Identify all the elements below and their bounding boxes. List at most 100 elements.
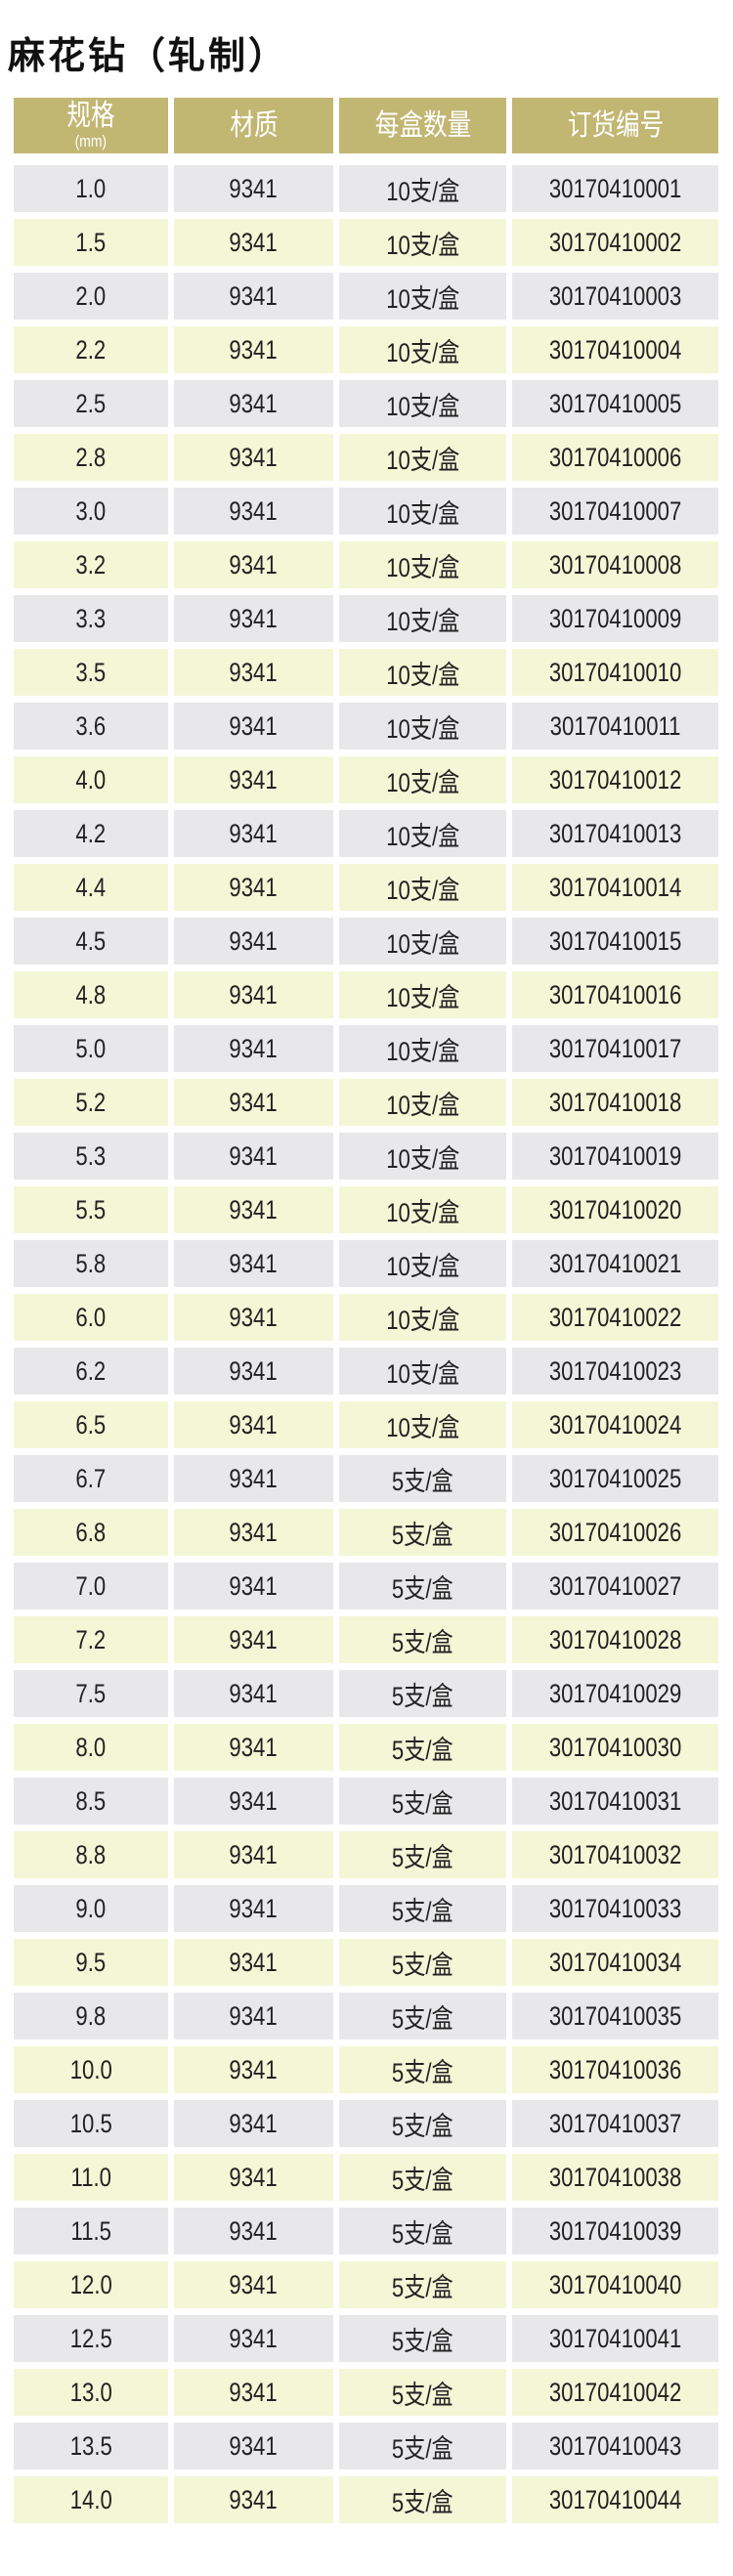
cell-quantity: 5支/盒 [339, 2100, 506, 2147]
cell-order-number: 30170410029 [512, 1670, 718, 1717]
table-row: 9.0 9341 5支/盒 30170410033 [14, 1885, 719, 1932]
header-material: 材质 [174, 98, 333, 153]
cell-order-number: 30170410010 [512, 649, 718, 696]
cell-material: 9341 [174, 1939, 333, 1986]
cell-material: 9341 [174, 703, 333, 750]
header-quantity: 每盒数量 [339, 98, 506, 153]
cell-material: 9341 [174, 810, 333, 857]
table-row: 4.5 9341 10支/盒 30170410015 [14, 918, 719, 965]
cell-quantity: 10支/盒 [339, 756, 506, 803]
cell-material: 9341 [174, 1724, 333, 1771]
cell-quantity: 10支/盒 [339, 1240, 506, 1287]
cell-material: 9341 [174, 1509, 333, 1556]
table-row: 7.0 9341 5支/盒 30170410027 [14, 1563, 719, 1610]
cell-spec: 7.5 [14, 1670, 168, 1717]
cell-spec: 9.5 [14, 1939, 168, 1986]
cell-quantity: 10支/盒 [339, 595, 506, 642]
cell-spec: 12.0 [14, 2261, 168, 2308]
table-row: 13.5 9341 5支/盒 30170410043 [14, 2423, 719, 2469]
cell-spec: 6.8 [14, 1509, 168, 1556]
cell-spec: 3.6 [14, 703, 168, 750]
table-row: 6.7 9341 5支/盒 30170410025 [14, 1455, 719, 1502]
cell-quantity: 10支/盒 [339, 1186, 506, 1233]
cell-spec: 9.8 [14, 1993, 168, 2039]
table-row: 9.8 9341 5支/盒 30170410035 [14, 1993, 719, 2039]
cell-order-number: 30170410022 [512, 1294, 718, 1341]
cell-spec: 4.0 [14, 756, 168, 803]
cell-spec: 10.0 [14, 2046, 168, 2093]
cell-order-number: 30170410041 [512, 2315, 718, 2362]
cell-spec: 8.0 [14, 1724, 168, 1771]
cell-spec: 6.5 [14, 1401, 168, 1448]
cell-spec: 3.0 [14, 488, 168, 535]
table-row: 5.0 9341 10支/盒 30170410017 [14, 1025, 719, 1072]
cell-spec: 5.3 [14, 1133, 168, 1180]
cell-order-number: 30170410007 [512, 488, 718, 535]
table-header: 规格 (mm) 材质 每盒数量 订货编号 [14, 98, 719, 153]
table-row: 2.5 9341 10支/盒 30170410005 [14, 380, 719, 427]
cell-order-number: 30170410042 [512, 2369, 718, 2416]
table-row: 2.8 9341 10支/盒 30170410006 [14, 434, 719, 481]
cell-material: 9341 [174, 273, 333, 320]
cell-order-number: 30170410020 [512, 1186, 718, 1233]
table-row: 1.5 9341 10支/盒 30170410002 [14, 219, 719, 266]
cell-quantity: 10支/盒 [339, 1079, 506, 1126]
cell-quantity: 10支/盒 [339, 273, 506, 320]
cell-spec: 2.8 [14, 434, 168, 481]
cell-spec: 6.7 [14, 1455, 168, 1502]
cell-material: 9341 [174, 918, 333, 965]
cell-quantity: 10支/盒 [339, 1025, 506, 1072]
cell-order-number: 30170410043 [512, 2423, 718, 2469]
table-row: 11.0 9341 5支/盒 30170410038 [14, 2154, 719, 2201]
product-table: 规格 (mm) 材质 每盒数量 订货编号 1.0 9341 10支/盒 3017041… [14, 98, 719, 2530]
cell-order-number: 30170410028 [512, 1616, 718, 1663]
cell-quantity: 10支/盒 [339, 541, 506, 588]
table-row: 12.5 9341 5支/盒 30170410041 [14, 2315, 719, 2362]
cell-order-number: 30170410005 [512, 380, 718, 427]
cell-material: 9341 [174, 219, 333, 266]
cell-order-number: 30170410003 [512, 273, 718, 320]
cell-quantity: 5支/盒 [339, 2208, 506, 2254]
table-row: 3.3 9341 10支/盒 30170410009 [14, 595, 719, 642]
cell-quantity: 10支/盒 [339, 1294, 506, 1341]
cell-spec: 9.0 [14, 1885, 168, 1932]
cell-order-number: 30170410034 [512, 1939, 718, 1986]
cell-quantity: 5支/盒 [339, 1885, 506, 1932]
table-body: 1.0 9341 10支/盒 30170410001 1.5 9341 10支/盒 30170… [14, 165, 719, 2523]
cell-quantity: 5支/盒 [339, 1778, 506, 1825]
cell-material: 9341 [174, 488, 333, 535]
cell-order-number: 30170410030 [512, 1724, 718, 1771]
cell-spec: 14.0 [14, 2476, 168, 2523]
cell-order-number: 30170410006 [512, 434, 718, 481]
cell-material: 9341 [174, 595, 333, 642]
cell-quantity: 5支/盒 [339, 2315, 506, 2362]
cell-quantity: 5支/盒 [339, 1993, 506, 2039]
cell-material: 9341 [174, 2423, 333, 2469]
table-row: 8.0 9341 5支/盒 30170410030 [14, 1724, 719, 1771]
cell-quantity: 10支/盒 [339, 864, 506, 911]
cell-quantity: 5支/盒 [339, 1724, 506, 1771]
cell-material: 9341 [174, 2369, 333, 2416]
cell-order-number: 30170410012 [512, 756, 718, 803]
cell-material: 9341 [174, 2208, 333, 2254]
table-row: 6.5 9341 10支/盒 30170410024 [14, 1401, 719, 1448]
cell-material: 9341 [174, 864, 333, 911]
cell-order-number: 30170410031 [512, 1778, 718, 1825]
cell-order-number: 30170410024 [512, 1401, 718, 1448]
cell-spec: 4.2 [14, 810, 168, 857]
cell-spec: 1.0 [14, 165, 168, 212]
header-spec: 规格 (mm) [14, 98, 168, 153]
cell-spec: 13.5 [14, 2423, 168, 2469]
header-order-number: 订货编号 [512, 98, 718, 153]
cell-material: 9341 [174, 1670, 333, 1717]
cell-spec: 8.5 [14, 1778, 168, 1825]
cell-material: 9341 [174, 2315, 333, 2362]
table-row: 8.8 9341 5支/盒 30170410032 [14, 1831, 719, 1878]
table-row: 5.3 9341 10支/盒 30170410019 [14, 1133, 719, 1180]
cell-spec: 4.5 [14, 918, 168, 965]
cell-order-number: 30170410013 [512, 810, 718, 857]
cell-spec: 8.8 [14, 1831, 168, 1878]
cell-spec: 12.5 [14, 2315, 168, 2362]
cell-quantity: 10支/盒 [339, 810, 506, 857]
table-row: 6.0 9341 10支/盒 30170410022 [14, 1294, 719, 1341]
